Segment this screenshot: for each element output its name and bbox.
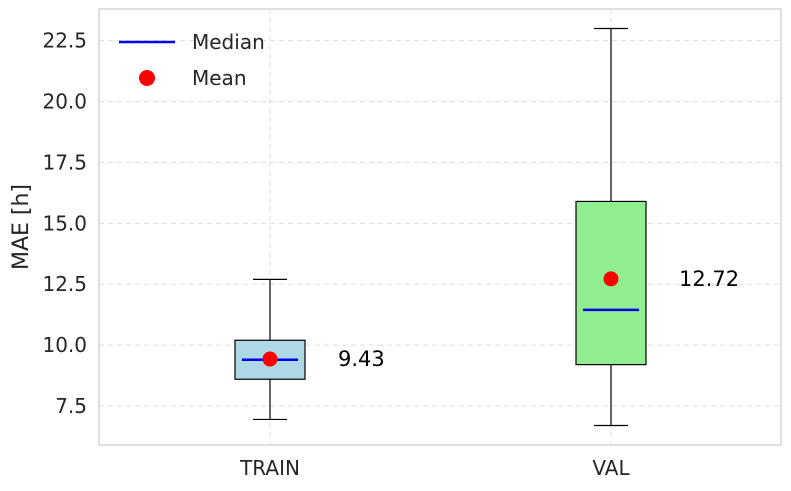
y-tick-label: 10.0	[42, 333, 87, 357]
y-axis-label: MAE [h]	[9, 184, 34, 270]
legend-median-label: Median	[192, 30, 265, 54]
legend-mean-label: Mean	[192, 66, 247, 90]
y-tick-label: 15.0	[42, 211, 87, 235]
y-tick-label: 12.5	[42, 272, 87, 296]
mean-marker	[603, 271, 619, 287]
y-tick-label: 22.5	[42, 29, 87, 53]
mean-marker	[262, 351, 278, 367]
legend: Median Mean	[119, 30, 265, 90]
tick-layer: 7.5 10.0 12.5 15.0 17.5 20.0 22.5 TRAIN VAL	[42, 29, 630, 480]
x-tick-label: VAL	[592, 456, 630, 480]
legend-mean-swatch	[139, 70, 155, 86]
mean-value-label: 9.43	[338, 347, 385, 371]
y-tick-label: 20.0	[42, 90, 87, 114]
plot-area	[98, 8, 782, 446]
x-tick-label: TRAIN	[239, 456, 300, 480]
mean-value-label: 12.72	[679, 267, 739, 291]
y-tick-label: 17.5	[42, 150, 87, 174]
y-tick-label: 7.5	[55, 394, 87, 418]
box-layer: 9.43 12.72	[234, 27, 739, 427]
